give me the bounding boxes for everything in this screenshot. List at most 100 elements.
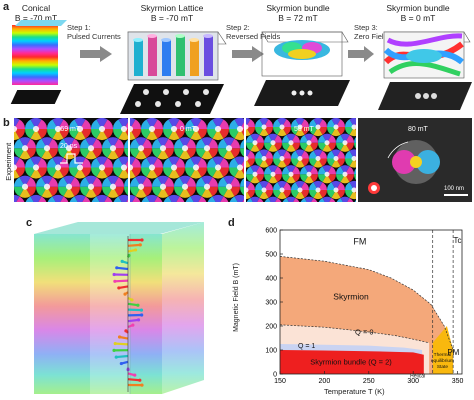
skyrmion-sector [264,182,273,190]
skyrmion-sector [268,133,278,143]
skyrmion-sector [268,174,278,184]
skyrmion-sector [336,158,345,167]
skyrmion-sector [354,137,356,143]
skyrmion-core [306,171,312,177]
skyrmion-core [98,164,106,171]
skyrmion-sector [291,158,300,167]
skyrmion-sector [336,190,345,198]
skyrmion-sector [264,134,273,143]
skyrmion-sector [196,129,207,139]
skyrmion-sector [91,129,102,139]
skyrmion-sector [107,137,119,149]
spin-arrow-head [136,318,141,322]
skyrmion-sector [130,138,141,149]
label-helical: Helical [410,373,425,379]
skyrmion-sector [257,197,264,202]
skyrmion-core [306,140,312,146]
skyrmion-sector [264,142,273,151]
y-tick-label: 0 [273,372,277,379]
skyrmion-sector [218,167,229,178]
skyrmion-sector [218,186,229,197]
skyrmion-sector [223,137,235,149]
skyrmion-sector [113,167,124,178]
skyrmion-sector [318,166,327,175]
skyrmion-sector [255,166,264,175]
skyrmion-sector [295,190,305,199]
skyrmion-sector [52,167,64,179]
skyrmion-sector [327,142,336,151]
skyrmion-sector [354,142,356,149]
skyrmion-sector [52,195,64,202]
skyrmion-sector [218,177,229,187]
d-xlabel: Temperature T (K) [324,387,385,396]
skyrmion-sector [152,186,163,197]
conical-cube [12,25,58,85]
skyrmion-sector [36,138,47,149]
skyrmion-sector [286,196,296,202]
spin-arrow-head [124,329,128,333]
y-tick-label: 600 [265,228,277,235]
skyrmion-core [203,183,211,190]
skyrmion-sector [185,186,196,197]
skyrmion-sector [300,158,309,167]
conical-cube-top [15,20,67,26]
skyrmion-sector [179,148,191,160]
skyrmion-sector [250,196,260,202]
label-thermal: Thermal [434,352,452,358]
skyrmion-sector [102,157,113,168]
skyrmion-sector [318,190,327,198]
skyrmion-sector [16,196,25,202]
skyrmion-sector [69,167,80,178]
skyrmion-sector [229,186,240,197]
skyrmion-sector [118,118,128,129]
skyrmion-sector [179,137,191,149]
skyrmion-sector [135,175,147,187]
panel-b-label: b [3,117,10,129]
skyrmion-sector [286,142,296,152]
label-bundle: Skyrmion bundle (Q = 2) [310,357,392,366]
skyrmion-sector [345,150,354,159]
skyrmion-sector [240,186,244,196]
skyrmion-sector [229,138,240,149]
spin-arrow [127,243,141,247]
skyrmion-sector [304,196,314,202]
skyrmion-sector [340,133,350,143]
skyrmion-sector [176,196,185,202]
skyrmion-sector [47,138,58,149]
skyrmion-sector [190,118,202,129]
spin-arrow-head [131,323,135,327]
skyrmion-sector [246,127,255,135]
step-1-text: Step 1: Pulsed Currents [67,23,121,41]
skyrmion-sector [304,142,314,152]
skyrmion-core [137,145,145,152]
skyrmion-core [252,140,258,146]
skyrmion-sector [295,118,305,127]
skyrmion-sector [102,119,113,129]
skyrmion-sector [246,190,255,198]
skyrmion-sector [157,148,169,160]
spin-arrow-head [115,266,119,270]
skyrmion-core [87,145,95,152]
skyrmion-core [342,140,348,146]
skyrmion-sector [174,177,185,187]
skyrmion-core [98,125,106,133]
skyrmion-sector [322,174,332,184]
skyrmion-sector [25,167,36,178]
skyrmion-sector [250,174,260,184]
bundle-box [261,31,349,77]
skyrmion-sector [300,150,309,159]
skyrmion-sector [229,148,240,158]
skyrmion-sector [234,118,244,129]
skyrmion-sector [25,129,36,139]
skyrmion-sector [336,166,345,175]
skyrmion-sector [190,167,202,179]
skyrmion-sector [218,129,229,139]
skyrmion-sector [124,178,128,187]
skyrmion-sector [229,157,240,168]
skyrmion-sector [36,177,47,187]
skyrmion-sector [80,148,91,158]
lattice-box [127,31,227,81]
skyrmion-sector [207,196,216,202]
spin-arrow-head [133,373,137,377]
skyrmion-sector [157,137,169,149]
